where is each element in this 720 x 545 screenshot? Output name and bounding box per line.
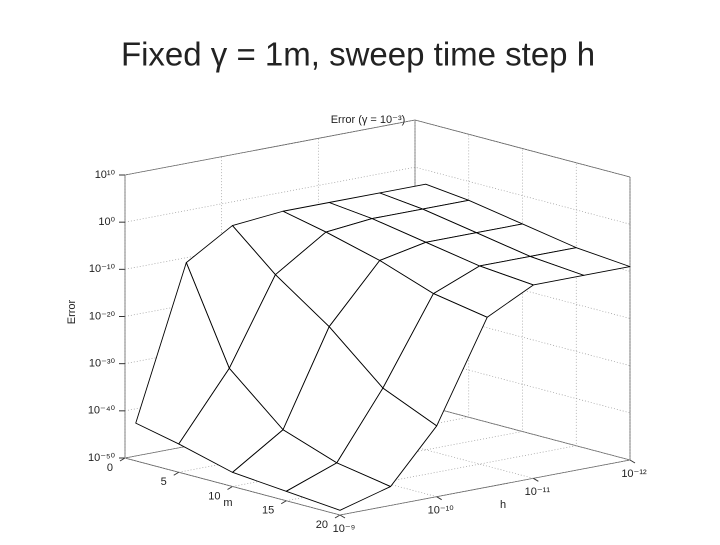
chart-title: Error (γ = 10⁻³) <box>331 114 406 126</box>
z-tick-label: 10⁰ <box>98 216 115 228</box>
z-tick-label: 10⁻⁴⁰ <box>88 405 116 417</box>
z-tick-label: 10⁻²⁰ <box>89 310 116 322</box>
y-tick <box>436 496 442 501</box>
y-tick-label: 10⁻¹² <box>621 468 647 480</box>
y-tick-label: 10⁻¹¹ <box>525 486 551 498</box>
x-tick-label: 0 <box>107 462 113 474</box>
x-tick <box>173 471 180 476</box>
x-tick <box>119 457 126 462</box>
z-tick-label: 10⁻¹⁰ <box>89 263 116 275</box>
grid-line <box>124 175 341 516</box>
z-axis-label: Error <box>66 299 78 324</box>
y-tick <box>629 459 636 464</box>
grid-line <box>339 177 631 516</box>
x-tick <box>227 486 233 490</box>
slide-title: Fixed γ = 1m, sweep time step h <box>121 36 595 73</box>
y-tick-label: 10⁻¹⁰ <box>428 505 455 517</box>
z-tick-label: 10⁻³⁰ <box>89 358 116 370</box>
z-tick-label: 10¹⁰ <box>95 169 116 181</box>
y-tick <box>533 477 539 482</box>
surface-patch <box>285 462 391 511</box>
x-tick <box>280 500 287 505</box>
x-tick <box>334 514 341 519</box>
x-axis-label: m <box>223 497 232 509</box>
z-tick-label: 10⁻⁵⁰ <box>88 452 116 464</box>
y-tick <box>339 514 346 519</box>
y-tick-label: 10⁻⁹ <box>333 523 356 535</box>
grid-line <box>124 119 631 178</box>
x-tick-label: 15 <box>262 505 274 517</box>
y-axis-label: h <box>500 499 506 511</box>
x-tick-label: 10 <box>208 490 220 502</box>
x-tick-label: 20 <box>316 519 328 531</box>
x-tick-label: 5 <box>161 476 167 488</box>
